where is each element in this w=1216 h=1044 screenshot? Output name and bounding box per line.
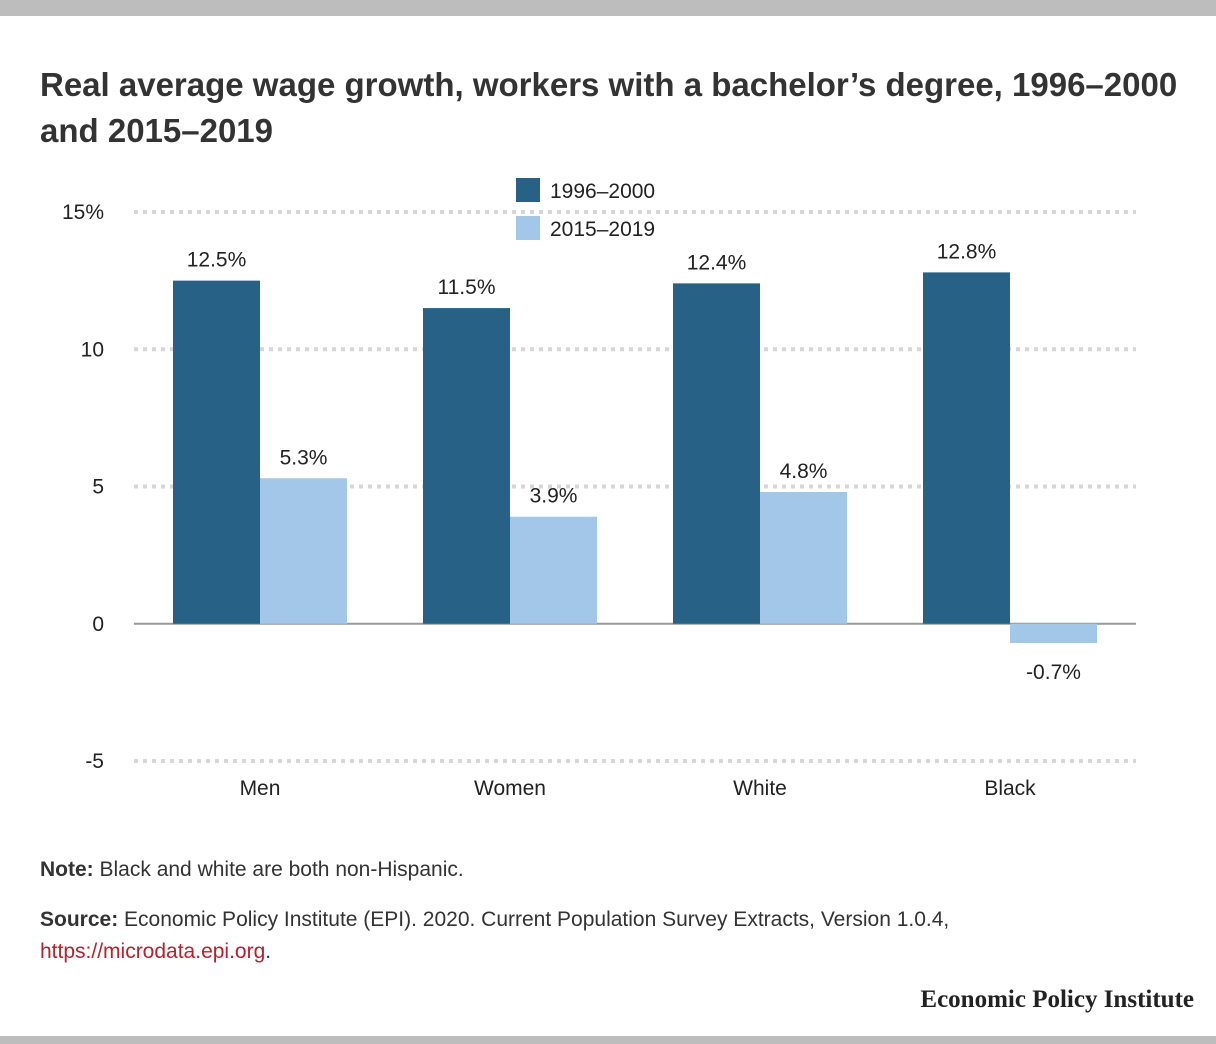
source-label: Source: (40, 908, 119, 931)
bottom-border (0, 1036, 1216, 1044)
legend-swatch (516, 216, 540, 240)
y-tick-label: 5 (92, 476, 104, 499)
y-tick-label: 0 (92, 613, 104, 636)
source-text: Economic Policy Institute (EPI). 2020. C… (118, 908, 950, 931)
data-label: 4.8% (780, 460, 828, 483)
note-label: Note: (40, 858, 94, 881)
legend-label: 1996–2000 (550, 180, 655, 203)
x-tick-label: White (733, 777, 787, 800)
source: Source: Economic Policy Institute (EPI).… (40, 904, 1080, 968)
x-tick-label: Men (240, 777, 281, 800)
chart-title: Real average wage growth, workers with a… (40, 66, 1178, 149)
bar-chart: 15% 10 5 0 -5 12.5% 11.5% 12.4% 12.8% 5.3% 3.9% 4.8… (62, 178, 1136, 800)
bar-1-men (173, 280, 260, 624)
x-tick-label: Women (474, 777, 546, 800)
bar-1-white (673, 283, 760, 624)
note-text: Black and white are both non-Hispanic. (93, 858, 464, 881)
data-label: 12.5% (187, 249, 247, 272)
source-end: . (265, 940, 272, 963)
data-label: 12.8% (937, 240, 997, 263)
note: Note: Black and white are both non-Hispa… (40, 858, 464, 882)
top-border (0, 0, 1216, 16)
y-tick-label: -5 (85, 750, 104, 773)
data-label: 3.9% (530, 485, 578, 508)
bar-2-men (260, 478, 347, 624)
brand-logo-text: Economic Policy Institute (920, 986, 1194, 1013)
data-label: 11.5% (438, 276, 496, 299)
bar-1-black (923, 272, 1010, 624)
data-label: 12.4% (687, 251, 747, 274)
y-tick-label: 15% (62, 201, 104, 224)
bar-2-black (1010, 623, 1097, 643)
bar-1-women (423, 308, 510, 624)
bar-2-women (510, 516, 597, 624)
source-link[interactable]: https://microdata.epi.org (40, 940, 266, 963)
x-tick-label: Black (984, 777, 1036, 800)
y-tick-label: 10 (81, 338, 104, 361)
legend-label: 2015–2019 (550, 218, 655, 241)
legend-swatch (516, 178, 540, 202)
data-label: -0.7% (1026, 661, 1081, 684)
data-label: 5.3% (280, 446, 328, 469)
bar-2-white (760, 491, 847, 624)
